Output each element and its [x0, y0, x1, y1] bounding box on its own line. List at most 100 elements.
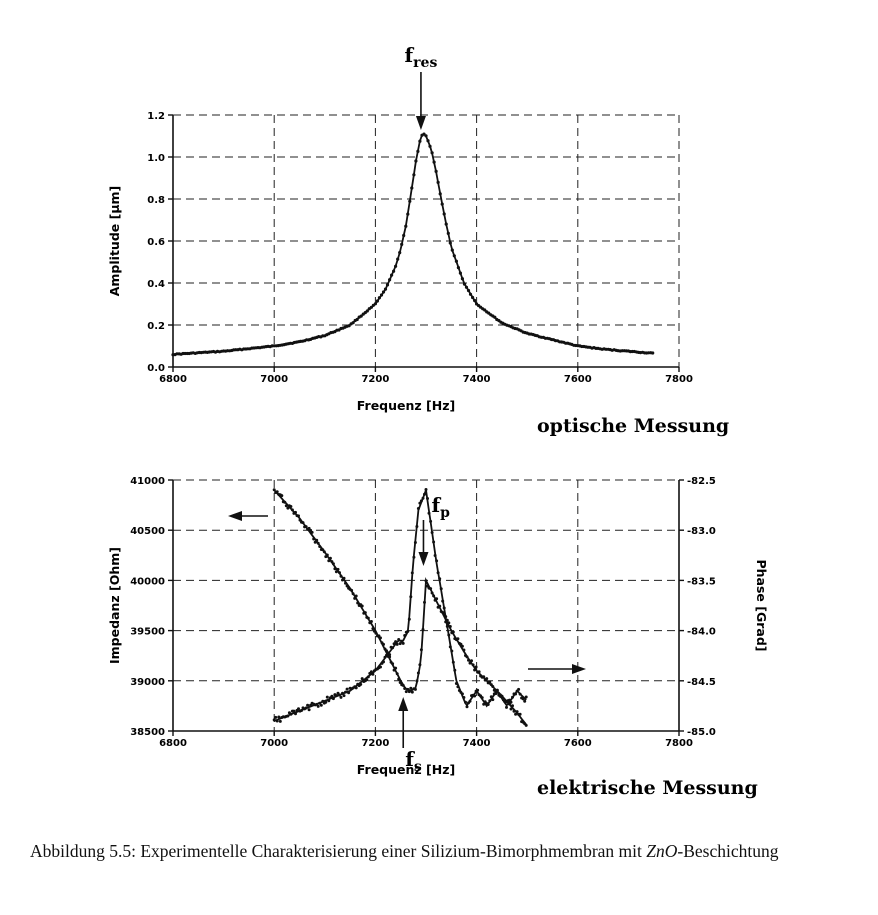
phase-series-point: [277, 715, 281, 719]
y-tick-label: 41000: [130, 476, 165, 487]
phase-series-point: [338, 693, 341, 697]
impedance-series-point: [297, 514, 300, 518]
phase-series-point: [476, 688, 480, 692]
amplitude-series-point: [442, 212, 446, 216]
impedance-series-point: [377, 634, 381, 638]
phase-series-point: [278, 719, 282, 723]
impedance-series-point: [438, 604, 442, 608]
amplitude-series-point: [388, 278, 392, 282]
amplitude-series-point: [375, 299, 379, 303]
impedance-series-point: [336, 567, 340, 571]
y-tick-label: 1.0: [147, 153, 165, 164]
x-tick-label: 7600: [564, 738, 592, 749]
impedance-series-point: [441, 611, 445, 614]
annotation-fp-main: f: [431, 493, 441, 517]
phase-series-point: [506, 700, 510, 704]
y-tick-label: 0.4: [147, 279, 165, 290]
impedance-series-point: [485, 677, 489, 681]
amplitude-series-point: [414, 159, 418, 163]
amplitude-series-point: [365, 309, 369, 313]
impedance-series-point: [338, 571, 341, 575]
impedance-series-point: [511, 704, 514, 708]
amplitude-series-point: [416, 149, 420, 153]
phase-series-point: [394, 640, 398, 644]
side-label-optical: optische Messung: [537, 415, 729, 437]
impedance-series-point: [448, 625, 452, 628]
impedance-series-line: [273, 489, 527, 726]
impedance-series-point: [451, 630, 455, 634]
x-tick-label: 7200: [361, 738, 389, 749]
x-tick-label: 7000: [260, 738, 288, 749]
impedance-series-point: [509, 707, 513, 711]
y-tick-label: 39000: [130, 677, 165, 688]
amplitude-series-point: [462, 282, 467, 286]
impedance-series-point: [470, 659, 473, 663]
annotation-fs-arrow-head: [398, 697, 409, 711]
x-tick-label: 7800: [665, 374, 693, 385]
impedance-series-point: [374, 631, 378, 635]
impedance-series-point: [385, 649, 388, 653]
phase-series-point: [488, 699, 492, 703]
phase-series-point: [407, 617, 411, 621]
phase-series-point: [366, 675, 370, 679]
impedance-series-point: [424, 579, 428, 583]
impedance-series-point: [524, 723, 528, 727]
impedance-series-point: [473, 668, 477, 672]
phase-series-point: [494, 692, 498, 696]
amplitude-series-point: [377, 296, 381, 300]
y2-tick-label: -82.5: [687, 476, 716, 487]
phase-series-point: [514, 692, 518, 696]
impedance-series-point: [467, 658, 470, 662]
phase-series-point: [436, 571, 440, 575]
amplitude-series-point: [383, 287, 388, 291]
annotation-fs-main: f: [405, 747, 415, 771]
impedance-series-point: [322, 550, 326, 554]
phase-series-point: [460, 692, 464, 696]
y-tick-label: 38500: [130, 727, 165, 738]
amplitude-series-point: [436, 180, 440, 184]
phase-series-point: [309, 703, 313, 707]
impedance-series-point: [275, 490, 279, 494]
impedance-series-point: [491, 685, 495, 688]
impedance-series-point: [410, 690, 414, 694]
phase-series-point: [432, 540, 436, 544]
impedance-series-point: [344, 581, 347, 585]
phase-series-point: [447, 633, 451, 637]
phase-series-points: [272, 488, 528, 723]
annotation-fres: fres: [405, 43, 438, 71]
phase-series-point: [382, 660, 385, 664]
phase-series-point: [508, 698, 511, 702]
impedance-series-point: [345, 584, 349, 588]
phase-series-point: [500, 694, 504, 698]
amplitude-series-point: [392, 269, 396, 273]
impedance-series-point: [318, 545, 322, 548]
x-tick-label: 7400: [463, 374, 491, 385]
impedance-series-point: [301, 521, 305, 525]
impedance-series-point: [360, 604, 364, 608]
y2-tick-label: -84.0: [687, 627, 716, 638]
impedance-series-point: [353, 596, 357, 600]
impedance-series-point: [290, 508, 294, 512]
phase-series-point: [398, 642, 402, 646]
phase-series-point: [421, 496, 425, 500]
phase-series-point: [289, 712, 293, 716]
amplitude-series-point: [373, 302, 377, 306]
phase-series-point: [319, 703, 323, 707]
phase-series-point: [435, 559, 439, 563]
impedance-series-point: [488, 680, 492, 684]
y-tick-label: 39500: [130, 627, 165, 638]
impedance-series-point: [333, 567, 337, 571]
phase-series-point: [415, 525, 419, 528]
impedance-series-point: [415, 679, 419, 683]
amplitude-series-point: [434, 169, 438, 173]
y2-tick-label: -85.0: [687, 727, 716, 738]
impedance-series-point: [325, 553, 329, 557]
impedance-series-point: [401, 683, 405, 687]
y-axis-label: Impedanz [Ohm]: [107, 547, 122, 664]
phase-series-point: [379, 665, 382, 669]
amplitude-series-point: [458, 271, 462, 275]
amplitude-series-point: [355, 317, 359, 322]
phase-series-point: [489, 695, 493, 699]
impedance-series-point: [310, 530, 314, 534]
amplitude-series-point: [351, 321, 355, 325]
